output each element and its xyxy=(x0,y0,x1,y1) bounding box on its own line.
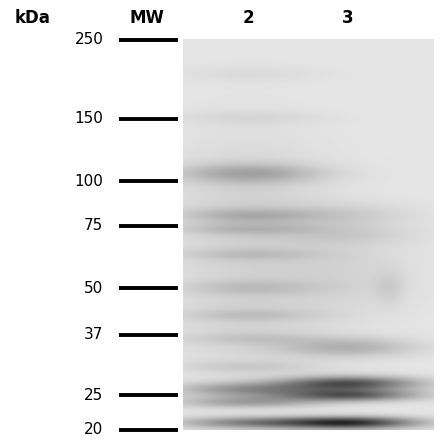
Text: 50: 50 xyxy=(84,281,103,296)
Text: 2: 2 xyxy=(243,9,254,26)
Text: MW: MW xyxy=(130,9,165,26)
Text: 100: 100 xyxy=(74,174,103,189)
Text: 37: 37 xyxy=(84,327,103,342)
Text: 20: 20 xyxy=(84,422,103,437)
Text: 3: 3 xyxy=(342,9,353,26)
Text: 25: 25 xyxy=(84,388,103,403)
Text: 250: 250 xyxy=(74,32,103,47)
Text: 75: 75 xyxy=(84,218,103,233)
Text: kDa: kDa xyxy=(15,9,51,26)
Text: 150: 150 xyxy=(74,111,103,126)
